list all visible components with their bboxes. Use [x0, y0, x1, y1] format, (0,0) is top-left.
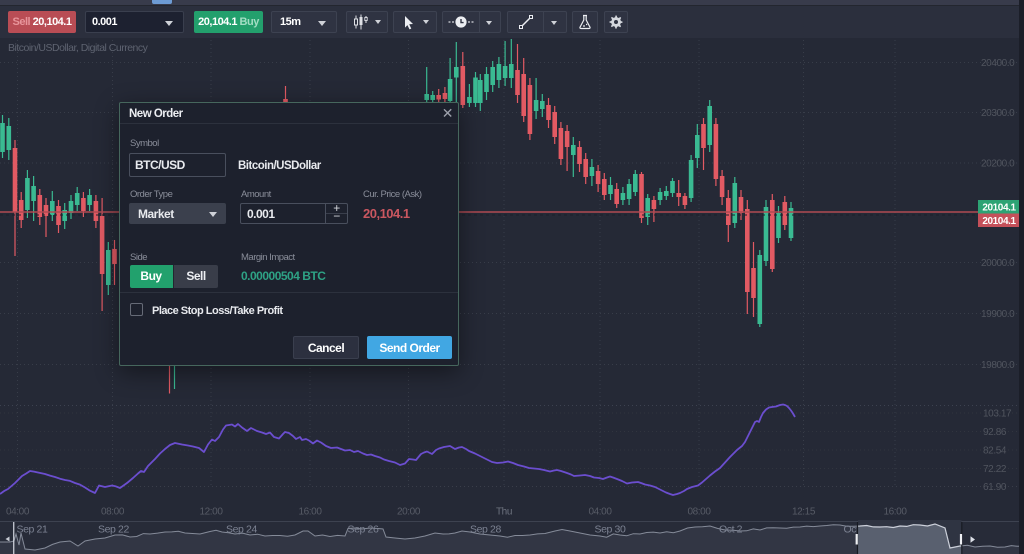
svg-text:08:00: 08:00: [687, 507, 711, 518]
svg-text:Oct 2: Oct 2: [719, 524, 743, 536]
svg-text:103.17: 103.17: [983, 409, 1012, 420]
svg-text:04:00: 04:00: [6, 507, 30, 518]
svg-text:12:00: 12:00: [199, 507, 223, 518]
svg-text:20300.0: 20300.0: [981, 108, 1015, 119]
svg-text:Sep 22: Sep 22: [98, 524, 129, 536]
svg-text:12:15: 12:15: [792, 507, 816, 518]
svg-text:20104.1: 20104.1: [982, 216, 1016, 227]
svg-text:16:00: 16:00: [298, 507, 322, 518]
svg-text:20400.0: 20400.0: [981, 58, 1015, 69]
svg-text:92.86: 92.86: [983, 427, 1007, 438]
svg-text:20200.0: 20200.0: [981, 159, 1015, 170]
svg-text:19900.0: 19900.0: [981, 309, 1015, 320]
svg-text:04:00: 04:00: [588, 507, 612, 518]
svg-text:20104.1: 20104.1: [982, 203, 1016, 214]
svg-text:20000.0: 20000.0: [981, 258, 1015, 269]
svg-text:20:00: 20:00: [397, 507, 421, 518]
svg-text:Sep 28: Sep 28: [470, 524, 501, 536]
svg-text:72.22: 72.22: [983, 464, 1007, 475]
svg-text:Sep 26: Sep 26: [348, 524, 379, 536]
svg-text:82.54: 82.54: [983, 446, 1007, 457]
svg-text:08:00: 08:00: [101, 507, 125, 518]
svg-text:Sep 21: Sep 21: [17, 524, 48, 536]
svg-text:Sep 24: Sep 24: [226, 524, 257, 536]
svg-text:16:00: 16:00: [883, 507, 907, 518]
svg-text:Thu: Thu: [496, 507, 512, 518]
svg-text:Sep 30: Sep 30: [595, 524, 626, 536]
svg-text:19800.0: 19800.0: [981, 360, 1015, 371]
svg-text:61.90: 61.90: [983, 482, 1007, 493]
